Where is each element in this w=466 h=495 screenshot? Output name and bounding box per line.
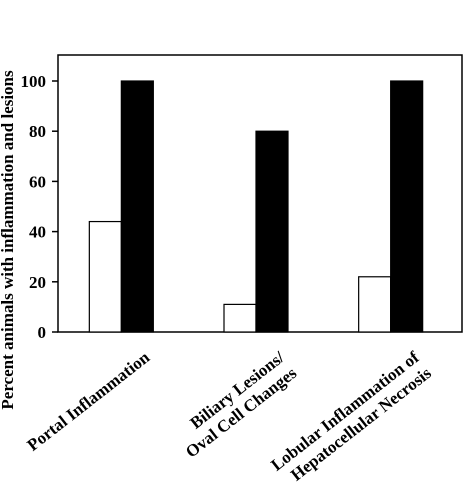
bar xyxy=(358,276,392,333)
y-tick-label: 60 xyxy=(29,172,46,191)
bar xyxy=(255,130,289,333)
bar xyxy=(120,80,154,333)
y-axis-ticks: 0 20 40 60 80 100 xyxy=(21,72,58,342)
y-tick-label: 80 xyxy=(29,122,46,141)
x-category-label: Biliary Lesions/Oval Cell Changes xyxy=(182,347,300,461)
y-axis-title: Percent animals with inflammation and le… xyxy=(0,70,17,410)
x-axis-labels: Portal Inflammation Biliary Lesions/Oval … xyxy=(24,347,436,485)
y-tick-label: 0 xyxy=(38,323,47,342)
x-category-label-line: Hepatocellular Necrosis xyxy=(287,363,435,485)
bar xyxy=(88,220,122,333)
x-category-label: Portal Inflammation xyxy=(24,347,154,454)
x-category-label-line: Portal Inflammation xyxy=(24,347,154,454)
y-tick-label: 40 xyxy=(29,223,46,242)
bar xyxy=(223,303,257,333)
y-tick-label: 100 xyxy=(21,72,47,91)
y-tick-label: 20 xyxy=(29,273,46,292)
bar xyxy=(390,80,424,333)
bars-group xyxy=(88,80,424,333)
